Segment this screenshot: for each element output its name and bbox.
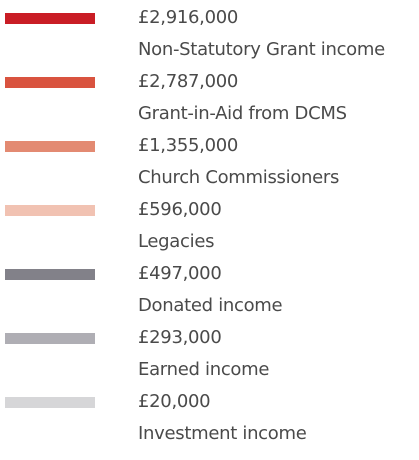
legend-swatch (5, 141, 95, 152)
label: Investment income (138, 423, 307, 444)
amount: £1,355,000 (138, 135, 239, 156)
legend-swatch (5, 205, 95, 216)
legend-swatch (5, 77, 95, 88)
label: Church Commissioners (138, 167, 340, 188)
amount: £497,000 (138, 263, 222, 284)
label: Grant-in-Aid from DCMS (138, 103, 347, 124)
amount: £2,787,000 (138, 71, 239, 92)
legend-swatch (5, 13, 95, 24)
legend-swatch (5, 333, 95, 344)
amount: £293,000 (138, 327, 222, 348)
label: Non-Statutory Grant income (138, 39, 385, 60)
legend-swatch (5, 397, 95, 408)
amount: £20,000 (138, 391, 211, 412)
amount: £596,000 (138, 199, 222, 220)
label: Legacies (138, 231, 215, 252)
amount: £2,916,000 (138, 7, 239, 28)
label: Earned income (138, 359, 270, 380)
legend-swatch (5, 269, 95, 280)
label: Donated income (138, 295, 283, 316)
